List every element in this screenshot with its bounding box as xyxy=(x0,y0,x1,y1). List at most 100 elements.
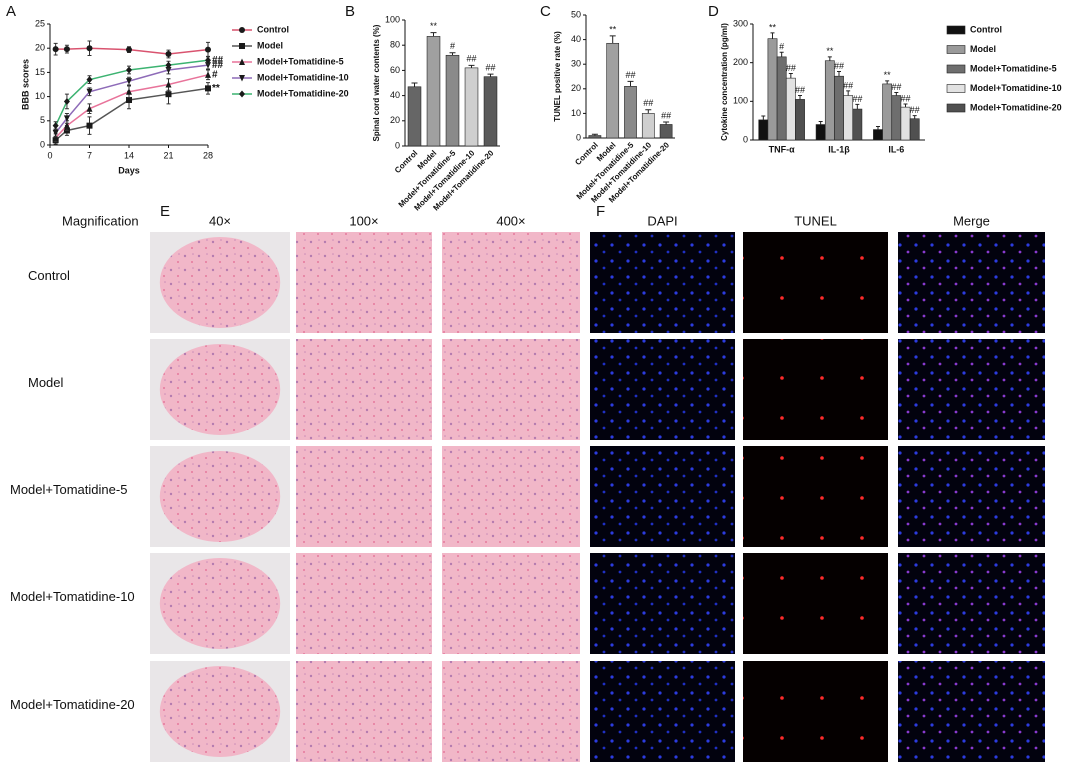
annotation: ## xyxy=(212,55,224,66)
he-image xyxy=(296,446,432,547)
error-bar xyxy=(761,115,766,120)
legend-swatch xyxy=(946,64,966,74)
x-tick-label: TNF-α xyxy=(769,144,795,154)
bar xyxy=(873,129,883,141)
bar xyxy=(407,86,422,147)
fluorescence-image xyxy=(590,553,735,654)
he-image xyxy=(442,553,580,654)
marker xyxy=(239,58,245,65)
bar xyxy=(852,108,863,141)
error-bar xyxy=(846,90,851,96)
bar xyxy=(815,124,826,141)
error-bar xyxy=(411,82,418,87)
marker xyxy=(239,27,245,33)
error-bar xyxy=(609,35,616,44)
fluorescence-image xyxy=(898,339,1045,440)
y-tick-label: 50 xyxy=(571,9,581,19)
x-tick-label: Control xyxy=(393,149,419,175)
column-header: DAPI xyxy=(647,213,677,228)
legend-label: Control xyxy=(970,24,1002,34)
error-bar xyxy=(468,64,475,68)
tissue-section xyxy=(159,237,281,328)
annotation: ## xyxy=(212,60,224,71)
bar xyxy=(909,118,920,141)
error-bar xyxy=(912,115,917,119)
y-tick-label: 100 xyxy=(385,14,400,24)
fluorescence-image xyxy=(898,661,1045,762)
marker xyxy=(86,122,93,129)
legend-label: Control xyxy=(257,24,289,34)
y-tick-label: 80 xyxy=(390,40,400,50)
marker xyxy=(205,85,211,92)
fluorescence-image xyxy=(590,661,735,762)
x-tick-label: 14 xyxy=(124,150,134,160)
annotation: ## xyxy=(852,94,862,104)
legend-swatch xyxy=(946,103,966,113)
annotation: ## xyxy=(795,85,805,95)
annotation: # xyxy=(450,41,455,51)
row-label: Control xyxy=(28,268,70,283)
x-tick-label: Control xyxy=(573,141,599,167)
legend-label: Model+Tomatidine-20 xyxy=(257,88,349,98)
marker xyxy=(205,46,211,53)
annotation: ## xyxy=(910,105,920,115)
y-tick-label: 0 xyxy=(576,132,581,142)
panel-letter: F xyxy=(596,203,605,220)
column-header: TUNEL xyxy=(794,213,837,228)
error-bar xyxy=(449,52,456,56)
fluorescence-image xyxy=(743,553,888,654)
tissue-section xyxy=(159,666,281,757)
fluorescence-image xyxy=(743,661,888,762)
bar xyxy=(483,76,498,147)
marker xyxy=(86,76,93,84)
error-bar xyxy=(818,120,823,125)
error-bar xyxy=(770,32,775,39)
annotation: ** xyxy=(826,46,834,56)
y-tick-label: 10 xyxy=(35,91,45,101)
bar xyxy=(824,60,835,141)
error-bar xyxy=(855,103,860,110)
fluorescence-image xyxy=(898,232,1045,333)
marker xyxy=(126,78,132,85)
y-tick-label: 20 xyxy=(35,43,45,53)
legend-swatch xyxy=(946,25,966,35)
tissue-section xyxy=(159,451,281,542)
error-bar xyxy=(875,125,880,130)
marker xyxy=(86,88,93,96)
marker xyxy=(52,129,59,137)
error-bar xyxy=(591,133,598,136)
marker xyxy=(205,71,211,78)
error-bar xyxy=(663,121,670,125)
error-bar xyxy=(827,56,832,61)
bar xyxy=(758,119,769,141)
x-tick-label: 28 xyxy=(203,150,213,160)
y-axis-label: Spinal cord water contents (%) xyxy=(372,24,381,141)
column-header: 100× xyxy=(349,213,378,228)
marker xyxy=(52,46,59,53)
y-tick-label: 0 xyxy=(743,134,748,144)
tissue-section xyxy=(159,344,281,435)
annotation: # xyxy=(212,69,218,80)
marker xyxy=(239,75,245,82)
bar xyxy=(767,38,778,141)
annotation: ## xyxy=(643,98,653,108)
annotation: ** xyxy=(430,21,438,31)
y-tick-label: 0 xyxy=(395,140,400,150)
legend-label: Model+Tomatidine-10 xyxy=(257,72,349,82)
marker xyxy=(165,81,172,88)
marker xyxy=(165,51,172,58)
bar xyxy=(464,67,479,147)
marker xyxy=(205,56,211,64)
series-line xyxy=(55,64,209,134)
series-line xyxy=(55,87,209,141)
he-image xyxy=(296,553,432,654)
marker xyxy=(126,96,132,103)
marker xyxy=(126,66,132,74)
error-bar xyxy=(788,72,793,79)
y-tick-label: 20 xyxy=(571,83,581,93)
y-axis-label: TUNEL positive rate (%) xyxy=(553,31,562,122)
y-tick-label: 300 xyxy=(733,18,748,28)
marker xyxy=(239,90,245,98)
marker xyxy=(126,88,132,95)
error-bar xyxy=(645,109,652,114)
